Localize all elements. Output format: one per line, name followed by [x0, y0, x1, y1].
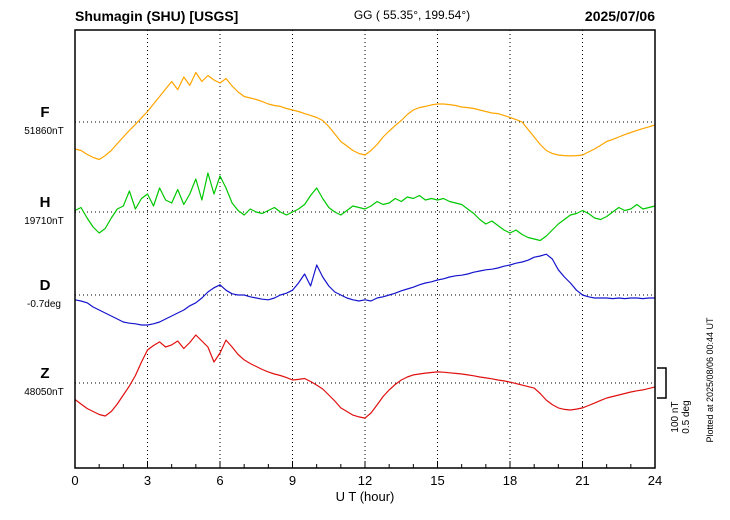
gridlines — [75, 30, 655, 468]
x-tick-label-9: 9 — [289, 473, 296, 488]
series-name-F: F — [40, 104, 49, 121]
series-baseline-value-F: 51860nT — [24, 126, 63, 137]
trace-F — [74, 71, 656, 161]
scale-label-nt: 100 nT — [670, 401, 681, 432]
trace-D — [74, 253, 655, 326]
x-tick-label-6: 6 — [216, 473, 223, 488]
x-tick-label-18: 18 — [503, 473, 517, 488]
x-tick-label-24: 24 — [648, 473, 662, 488]
series-name-Z: Z — [40, 365, 49, 382]
series-name-H: H — [40, 194, 51, 211]
trace-H — [74, 172, 656, 242]
plot-frame — [74, 29, 656, 469]
series-labels: F 51860nT H 19710nT D -0.7deg Z 48050nT — [24, 104, 63, 398]
scale-bracket — [657, 367, 667, 399]
series-baseline-value-H: 19710nT — [24, 216, 63, 227]
x-tick-label-12: 12 — [358, 473, 372, 488]
plotted-at-note: Plotted at 2025/08/06 00:44 UT — [705, 317, 715, 443]
traces — [74, 71, 656, 419]
x-tick-label-0: 0 — [71, 473, 78, 488]
trace-Z — [74, 334, 656, 419]
series-baseline-value-Z: 48050nT — [24, 387, 63, 398]
x-axis-title: U T (hour) — [336, 489, 395, 504]
scale-bar: 100 nT 0.5 deg — [657, 367, 692, 434]
x-tick-label-15: 15 — [430, 473, 444, 488]
series-baseline-value-D: -0.7deg — [27, 299, 61, 310]
scale-label-deg: 0.5 deg — [681, 400, 692, 433]
station-title: Shumagin (SHU) [USGS] — [75, 8, 238, 24]
x-axis-ticks: 0 3 6 9 12 15 18 21 24 — [71, 461, 662, 488]
x-tick-label-21: 21 — [575, 473, 589, 488]
series-name-D: D — [40, 277, 51, 294]
x-tick-label-3: 3 — [144, 473, 151, 488]
plot-date: 2025/07/06 — [585, 8, 655, 24]
geo-coords: GG ( 55.35°, 199.54°) — [354, 8, 470, 22]
